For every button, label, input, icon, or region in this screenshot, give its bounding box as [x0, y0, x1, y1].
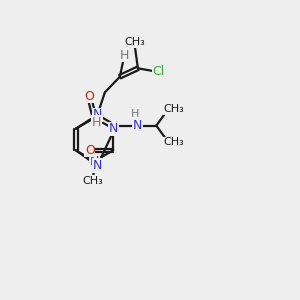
Text: N: N	[133, 119, 142, 132]
Text: CH₃: CH₃	[82, 176, 103, 186]
Text: CH₃: CH₃	[163, 137, 184, 147]
Text: N: N	[93, 108, 102, 121]
Text: Cl: Cl	[152, 65, 164, 78]
Text: H: H	[120, 49, 129, 62]
Text: H: H	[130, 109, 139, 119]
Text: O: O	[84, 90, 94, 103]
Text: CH₃: CH₃	[163, 104, 184, 114]
Text: N: N	[93, 159, 102, 172]
Text: N: N	[109, 122, 118, 135]
Text: CH₃: CH₃	[124, 37, 145, 47]
Text: O: O	[85, 144, 95, 157]
Text: N: N	[90, 154, 99, 168]
Text: H: H	[92, 116, 101, 129]
